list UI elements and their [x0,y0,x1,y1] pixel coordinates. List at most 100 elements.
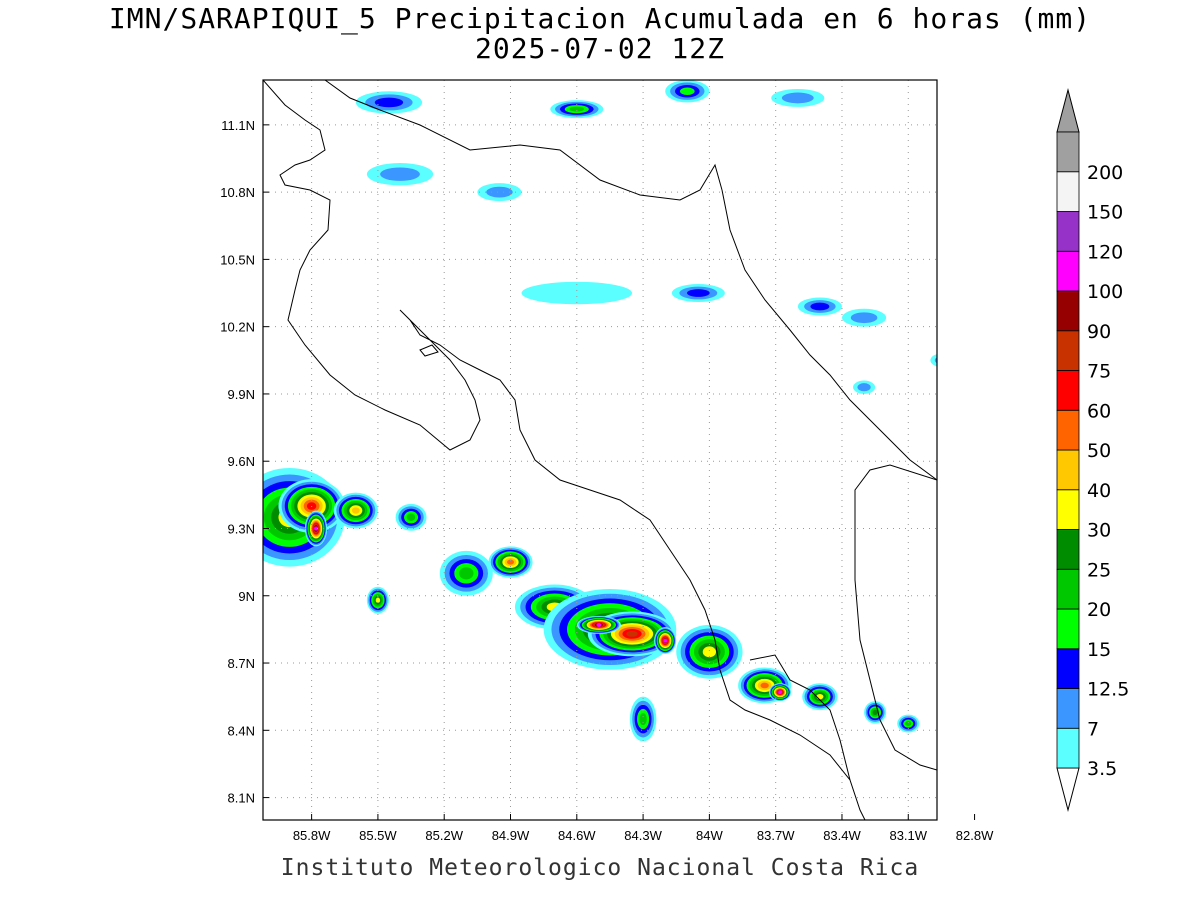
colorbar-legend: 3.5 7 12.5 15 20 25 30 40 50 60 75 90 100 120 150 200 [1056,88,1129,812]
precip-cell-8-level-1 [850,312,878,324]
colorbar-label-0: 3.5 [1087,758,1117,780]
map-background [263,80,937,820]
precip-cell-7-level-2 [810,302,830,311]
xtick-label-2: 85.2W [425,828,463,843]
xtick-label-6: 84W [696,828,723,843]
precip-cell-24-level-12 [663,638,668,643]
ytick-label-0: 8.1N [228,791,255,806]
precip-cell-29-level-5 [872,709,878,715]
precip-cell-26-level-8 [760,682,769,689]
colorbar-label-15: 200 [1087,162,1123,184]
caribbean-coast [721,189,937,481]
ytick-label-7: 10.2N [220,320,255,335]
colorbar-label-5: 25 [1087,559,1111,581]
colorbar-swatch-8 [1056,409,1080,451]
precip-cell-16-level-7 [351,507,360,514]
colorbar-label-11: 90 [1087,321,1111,343]
colorbar-swatch-4 [1056,568,1080,610]
precip-cell-23-level-12 [596,622,602,627]
precip-cell-31-level-6 [375,597,381,603]
ytick-label-4: 9.3N [228,521,255,536]
panama-border [854,464,937,771]
colorbar-swatch-14 [1056,171,1080,212]
colorbar-swatch-2 [1056,648,1080,689]
ytick-label-10: 11.1N [221,118,255,133]
colorbar-label-10: 75 [1087,361,1111,383]
precip-cell-12-level-1 [953,155,974,171]
colorbar-swatch-13 [1056,211,1080,252]
precip-cell-10-level-1 [857,383,871,392]
precip-cell-0-level-2 [374,97,404,108]
osa-peninsula [749,654,851,781]
precip-cell-5-level-1 [486,186,513,198]
colorbar-label-1: 7 [1087,718,1099,740]
colorbar-swatch-15 [1056,131,1080,173]
chart-title: IMN/SARAPIQUI_5 Precipitacion Acumulada … [108,2,1092,35]
colorbar-swatch-3 [1056,608,1080,650]
precip-cell-2-level-3 [679,87,695,95]
footer-credit: Instituto Meteorologico Nacional Costa R… [280,855,920,881]
ytick-label-1: 8.4N [228,723,255,738]
precip-cell-32-level-3 [961,800,967,804]
precip-cell-27-level-12 [778,690,783,695]
precip-cell-3-level-1 [781,92,814,104]
pacific-coast-nicoya [263,80,866,820]
precip-cell-32-level-1 [957,797,971,807]
longitude-ticks: 85.8W 85.5W 85.2W 84.9W 84.6W 84.3W 84W 83.7W 83… [293,814,994,843]
colorbar-swatch-0 [1056,727,1080,769]
colorbar-over-triangle [1056,88,1080,133]
colorbar-label-7: 40 [1087,480,1111,502]
colorbar-swatch-1 [1056,688,1080,729]
colorbar-swatch-9 [1056,370,1080,411]
colorbar-label-14: 150 [1087,202,1123,224]
colorbar-label-6: 30 [1087,520,1111,542]
xtick-label-10: 82.8W [956,828,994,843]
colorbar-swatch-10 [1056,330,1080,371]
ytick-label-6: 9.9N [228,387,255,402]
xtick-label-3: 84.9W [492,828,530,843]
xtick-label-7: 83.7W [757,828,795,843]
colorbar-label-9: 60 [1087,400,1111,422]
map-frame [262,79,938,821]
xtick-label-8: 83.4W [823,828,861,843]
map-gridlines [263,80,937,820]
colorbar-swatch-7 [1056,449,1080,491]
xtick-label-1: 85.5W [359,828,397,843]
precip-cell-30-level-4 [905,721,912,727]
ytick-label-9: 10.8N [220,185,255,200]
precip-cell-11-level-0 [930,354,937,367]
ytick-label-2: 8.7N [228,656,255,671]
xtick-label-4: 84.6W [558,828,596,843]
precip-cell-32-level-0 [955,795,973,808]
precip-cell-32-level-2 [959,798,969,805]
colorbar-swatch-6 [1056,489,1080,530]
precip-cell-6-level-2 [686,289,710,297]
chart-subtitle-datetime: 2025-07-02 12Z [474,32,725,65]
precip-cell-17-level-4 [406,513,416,521]
colorbar-label-13: 120 [1087,241,1123,263]
precip-cell-4-level-1 [380,167,420,181]
colorbar-under-triangle [1056,767,1080,812]
colorbar-swatch-12 [1056,250,1080,292]
xtick-label-9: 83.1W [889,828,927,843]
precip-cell-15-level-12 [314,526,319,531]
xtick-label-5: 84.3W [624,828,662,843]
coastline-borders [263,80,937,820]
nicoya-island [419,344,439,357]
precip-cell-9-level-0 [521,281,633,305]
colorbar-label-2: 12.5 [1087,679,1129,701]
precip-cell-19-level-8 [507,559,514,565]
colorbar-label-12: 100 [1087,281,1123,303]
colorbar-swatch-5 [1056,529,1080,570]
colorbar-label-3: 15 [1087,639,1111,661]
precip-cell-33-level-4 [639,712,647,726]
ytick-label-3: 9N [238,589,255,604]
latitude-ticks: 8.1N 8.4N 8.7N 9N 9.3N 9.6N 9.9N 10.2N 10.5N 10.8… [220,118,269,806]
precip-cell-1-level-4 [569,106,585,112]
precip-cell-12-level-0 [946,150,981,177]
colorbar-label-4: 20 [1087,599,1111,621]
precip-cell-25-level-6 [702,646,717,658]
precip-cell-22-level-10 [626,630,638,637]
colorbar-swatch-11 [1056,290,1080,332]
